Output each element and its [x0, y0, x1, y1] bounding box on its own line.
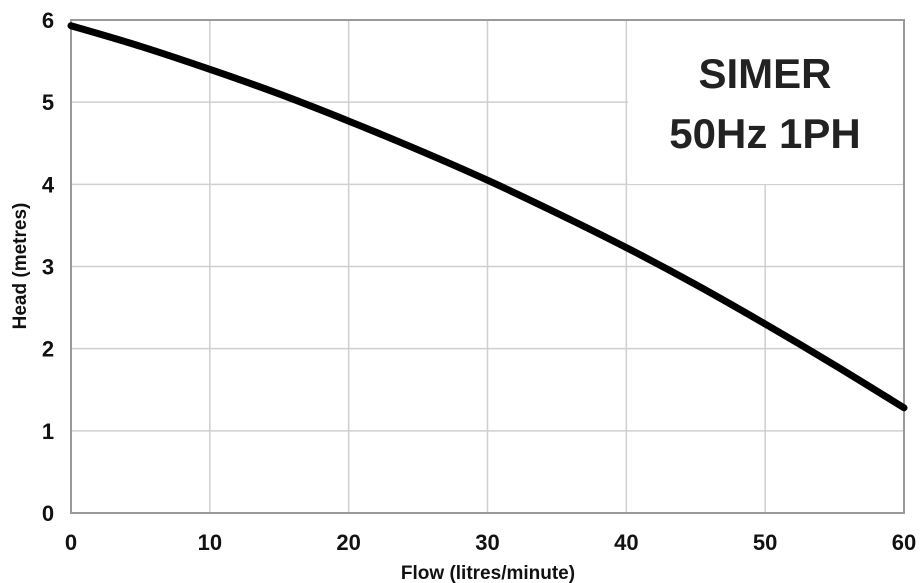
y-axis-ticks: 0 1 2 3 4 5 6 — [42, 8, 55, 526]
x-tick-label: 20 — [336, 530, 360, 555]
chart-title: SIMER — [698, 50, 831, 97]
y-tick-label: 6 — [42, 8, 54, 33]
series-line — [67, 22, 908, 412]
x-tick-label: 60 — [892, 530, 916, 555]
y-axis-label: Head (metres) — [10, 203, 31, 330]
grid-lines — [71, 20, 904, 513]
y-tick-label: 0 — [42, 501, 54, 526]
y-tick-label: 4 — [42, 172, 55, 197]
title-box — [628, 24, 902, 184]
x-axis-label: Flow (litres/minute) — [401, 563, 575, 583]
series-layer — [67, 22, 908, 412]
y-tick-label: 2 — [42, 337, 54, 362]
x-axis-ticks: 0 10 20 30 40 50 60 — [65, 530, 916, 555]
x-tick-label: 50 — [753, 530, 777, 555]
y-tick-label: 3 — [42, 255, 54, 280]
x-tick-label: 40 — [614, 530, 638, 555]
x-tick-label: 0 — [65, 530, 77, 555]
y-tick-label: 5 — [42, 90, 54, 115]
chart-subtitle: 50Hz 1PH — [669, 110, 860, 157]
y-tick-label: 1 — [42, 419, 54, 444]
x-tick-label: 30 — [475, 530, 499, 555]
plot-area-frame — [70, 19, 905, 514]
x-tick-label: 10 — [198, 530, 222, 555]
